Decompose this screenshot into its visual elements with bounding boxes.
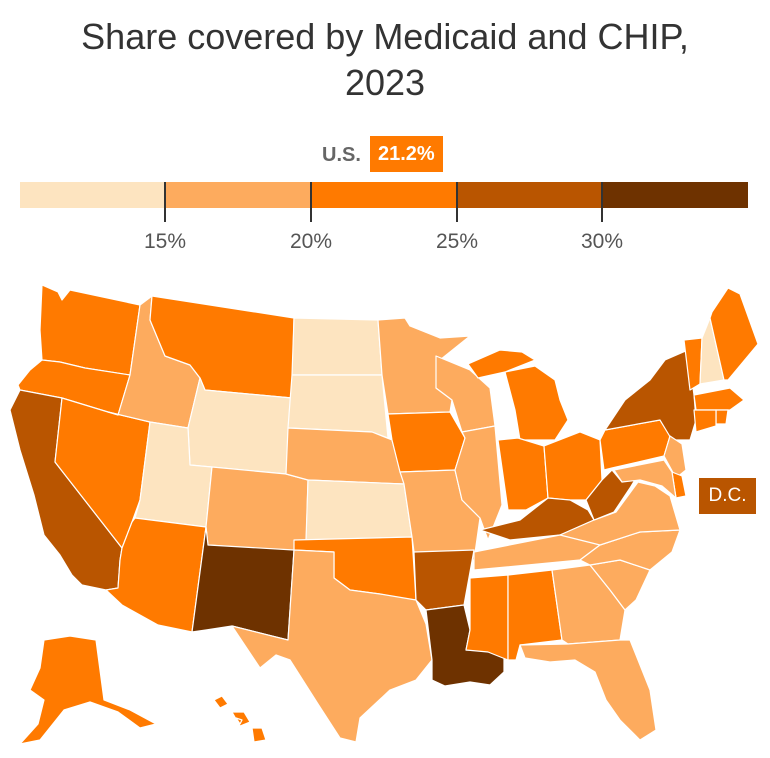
state-il [454, 425, 503, 541]
state-md [613, 459, 677, 499]
state-ks [305, 479, 413, 541]
state-nj [663, 435, 687, 479]
state-ak [19, 635, 157, 745]
legend-bin-4 [456, 182, 603, 208]
state-ky [479, 497, 595, 541]
legend-tick-20 [310, 182, 312, 222]
legend-tick-label-30: 30% [580, 230, 624, 253]
state-co [205, 466, 309, 553]
legend-bin-5 [602, 182, 748, 208]
us-choropleth-map [9, 284, 759, 745]
state-hi [213, 695, 267, 743]
legend-tick-label-15: 15% [143, 230, 187, 253]
dc-badge: D.C. [699, 478, 756, 514]
state-ms [465, 574, 509, 661]
state-ar [413, 549, 475, 611]
state-ia [387, 411, 466, 473]
state-va [559, 481, 681, 546]
state-mi-up [467, 349, 536, 379]
title-line-2: 2023 [344, 62, 426, 103]
state-ma [693, 387, 745, 411]
state-oh [543, 431, 603, 501]
legend-tick-15 [164, 182, 166, 222]
state-in [497, 437, 549, 511]
state-tx [231, 549, 433, 743]
us-label: U.S. [322, 144, 361, 166]
state-mi [504, 365, 569, 441]
state-fl [519, 639, 657, 741]
legend-tick-25 [456, 182, 458, 222]
legend-bin-3 [311, 182, 457, 208]
state-ri [715, 409, 729, 425]
state-nd [291, 317, 383, 376]
legend-bin-2 [165, 182, 312, 208]
chart-title: Share covered by Medicaid and CHIP, 2023 [0, 14, 770, 106]
legend-bin-1 [20, 182, 166, 208]
title-line-1: Share covered by Medicaid and CHIP, [81, 16, 689, 57]
legend-tick-label-25: 25% [435, 230, 479, 253]
legend-tick-30 [601, 182, 603, 222]
state-me [709, 287, 759, 381]
state-ct [693, 409, 717, 433]
us-value-badge: 21.2% [370, 136, 443, 172]
legend-tick-label-20: 20% [289, 230, 333, 253]
state-la [425, 604, 505, 687]
legend-bar [20, 182, 748, 208]
